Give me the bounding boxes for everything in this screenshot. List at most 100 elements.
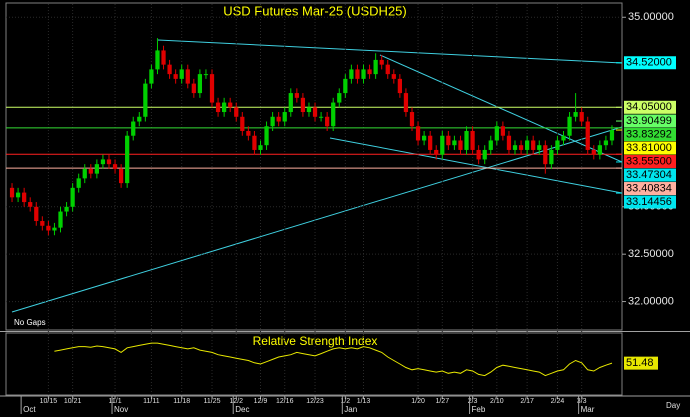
- level-label: 33.55500: [626, 155, 672, 167]
- candle-body: [9, 187, 15, 198]
- candle-body: [525, 140, 530, 150]
- x-tick-label: 11/25: [204, 398, 221, 405]
- candle-body: [500, 126, 506, 136]
- level-label: 34.52000: [626, 57, 672, 69]
- candle-body: [488, 140, 493, 150]
- candle-body: [64, 206, 69, 212]
- candle-body: [585, 121, 590, 150]
- x-tick-label: 2/10: [490, 398, 504, 405]
- x-tick-label: 12/23: [306, 398, 324, 405]
- level-label: 33.90499: [626, 115, 672, 127]
- x-tick-label: 12/2: [229, 398, 243, 405]
- candle-body: [76, 178, 81, 188]
- candle-body: [52, 227, 57, 231]
- candle-body: [155, 50, 160, 70]
- rsi-line: [54, 342, 613, 377]
- candle-body: [591, 149, 596, 155]
- candle-body: [421, 135, 427, 141]
- candle-body: [112, 164, 118, 169]
- candle-body: [106, 159, 112, 165]
- candle-body: [191, 83, 196, 94]
- rsi-panel-frame: [5, 332, 623, 396]
- candle-body: [440, 135, 445, 155]
- candle-body: [579, 112, 584, 122]
- x-tick-label: 1/27: [435, 398, 449, 405]
- candle-body: [373, 59, 378, 75]
- level-label-box: [624, 100, 676, 114]
- candle-body: [222, 102, 227, 113]
- candle-body: [537, 145, 542, 150]
- candle-body: [300, 97, 306, 113]
- candle-body: [118, 168, 124, 184]
- x-tick-label: 12/9: [254, 398, 268, 405]
- candle-body: [94, 164, 99, 174]
- y-tick-label: 35.00000: [628, 11, 674, 23]
- candle-body: [143, 83, 148, 117]
- candle-body: [22, 192, 27, 203]
- trendline: [379, 54, 623, 163]
- candle-body: [531, 140, 536, 150]
- candle-body: [609, 130, 615, 141]
- candle-body: [70, 187, 75, 207]
- x-tick-label: 11/11: [143, 398, 160, 405]
- candle-body: [318, 116, 324, 118]
- period-label: Day: [666, 401, 680, 410]
- candle-body: [173, 74, 178, 79]
- candle-body: [264, 126, 269, 146]
- level-label: 33.14456: [626, 196, 672, 208]
- candle-body: [46, 225, 51, 231]
- level-label: 33.81000: [626, 142, 672, 154]
- candle-body: [597, 145, 602, 155]
- candle-body: [203, 74, 209, 76]
- candle-body: [567, 116, 572, 136]
- candle-body: [476, 149, 481, 160]
- month-label: Jan: [344, 405, 357, 414]
- x-tick-label: 1/20: [411, 398, 425, 405]
- candle-body: [15, 192, 21, 198]
- x-tick-label: 2/3: [468, 398, 478, 405]
- rsi-value-box: [624, 356, 658, 370]
- candle-body: [379, 59, 384, 65]
- candle-body: [337, 93, 342, 103]
- candle-body: [312, 107, 318, 117]
- month-label: Nov: [114, 405, 128, 414]
- candle-body: [34, 206, 39, 222]
- month-label: Feb: [472, 405, 486, 414]
- trendlines: [11, 39, 623, 313]
- candle-body: [125, 135, 130, 184]
- trendline: [329, 137, 623, 194]
- candle-body: [197, 74, 203, 94]
- level-label: 33.83292: [626, 128, 672, 140]
- month-label: Mar: [581, 405, 595, 414]
- candle-body: [325, 116, 330, 127]
- candle-body: [100, 159, 106, 165]
- candle-body: [397, 78, 402, 94]
- candle-body: [518, 145, 524, 150]
- candle-body: [482, 149, 487, 160]
- candle-body: [549, 149, 554, 165]
- candle-body: [409, 112, 415, 127]
- candle-body: [452, 140, 457, 146]
- candle-body: [543, 145, 548, 165]
- x-tick-label: 1/13: [357, 398, 371, 405]
- candle-body: [603, 140, 609, 146]
- candle-body: [415, 126, 421, 141]
- candle-body: [282, 112, 287, 122]
- candle-body: [458, 140, 463, 150]
- price-panel-frame: [5, 2, 623, 331]
- candle-body: [246, 130, 251, 136]
- candle-body: [573, 112, 578, 117]
- candle-body: [40, 221, 45, 226]
- candle-body: [82, 168, 87, 179]
- candle-body: [58, 211, 63, 228]
- candle-body: [215, 102, 221, 113]
- month-label: Oct: [23, 405, 36, 414]
- candle-body: [161, 50, 166, 65]
- candle-body: [331, 102, 336, 127]
- candle-body: [434, 149, 439, 155]
- level-label: 33.40834: [626, 182, 672, 194]
- candle-body: [385, 64, 390, 75]
- x-tick-label: 2/24: [551, 398, 565, 405]
- candle-body: [228, 102, 233, 108]
